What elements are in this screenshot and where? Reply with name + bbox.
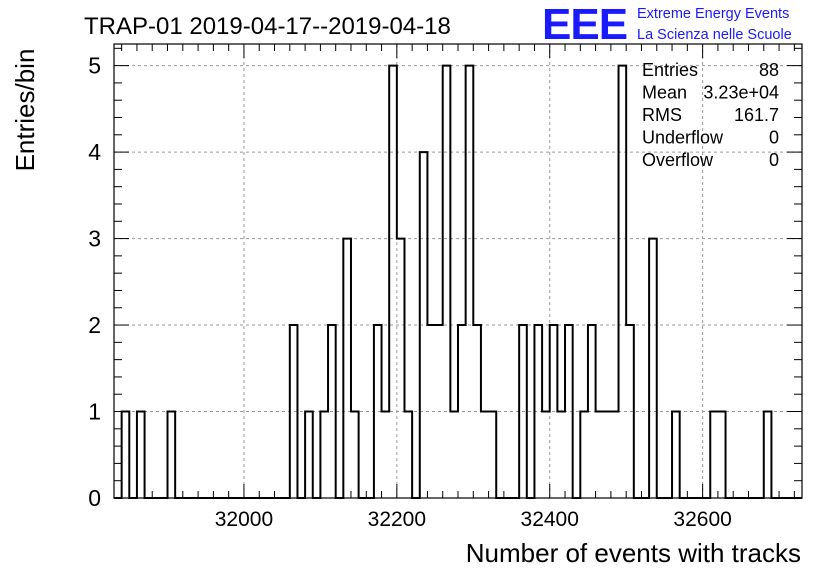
axis-ticks	[114, 44, 802, 499]
y-tick-label: 1	[88, 399, 101, 425]
stats-value: 161.7	[734, 105, 779, 125]
histogram-bin	[450, 412, 458, 498]
logo-line-2: La Scienza nelle Scuole	[637, 27, 792, 43]
histogram-bin	[343, 239, 351, 498]
y-tick-label: 2	[88, 312, 101, 338]
histogram-bin	[404, 412, 412, 498]
histogram-bin	[481, 412, 489, 498]
histogram-bin	[603, 412, 611, 498]
stats-label: Overflow	[642, 150, 714, 170]
stats-label: Mean	[642, 83, 687, 103]
histogram-bin	[557, 412, 565, 498]
grid-lines	[114, 44, 802, 498]
histogram-bin	[168, 412, 176, 498]
histogram-bin	[611, 412, 619, 498]
histogram-bin	[389, 66, 397, 498]
histogram-bin	[320, 412, 328, 498]
x-tick-label: 32200	[368, 508, 426, 531]
stats-label: RMS	[642, 105, 682, 125]
histogram-bin	[596, 412, 604, 498]
histogram-bin	[122, 412, 130, 498]
stats-box: Entries 88 Mean 3.23e+04 RMS 161.7 Underflow 0 O…	[642, 60, 779, 170]
stats-label: Entries	[642, 60, 698, 80]
histogram-bin	[305, 412, 313, 498]
stats-value: 0	[769, 128, 779, 148]
logo-line-1: Extreme Energy Events	[637, 6, 789, 22]
stats-value: 3.23e+04	[703, 83, 779, 103]
stats-label: Underflow	[642, 128, 724, 148]
histogram-bin	[710, 412, 718, 498]
x-tick-label: 32400	[521, 508, 579, 531]
eee-logo: EEE Extreme Energy Events La Scienza nel…	[542, 0, 792, 49]
histogram-bin	[466, 66, 474, 498]
histogram-bin	[619, 66, 627, 498]
y-axis-label: Entries/bin	[10, 49, 40, 172]
x-tick-label: 32600	[673, 508, 731, 531]
histogram-bin	[137, 412, 145, 498]
chart-title: TRAP-01 2019-04-17--2019-04-18	[84, 13, 451, 40]
histogram-bin	[764, 412, 772, 498]
stats-value: 0	[769, 150, 779, 170]
logo-mark: EEE	[542, 0, 627, 49]
histogram-bin	[489, 412, 497, 498]
histogram-bin	[351, 412, 359, 498]
histogram-bin	[718, 412, 726, 498]
stats-value: 88	[759, 60, 779, 80]
histogram-bin	[397, 239, 405, 498]
plot-frame	[113, 43, 803, 499]
histogram-bin	[443, 66, 451, 498]
y-tick-label: 5	[88, 53, 101, 79]
x-tick-label: 32000	[215, 508, 273, 531]
y-tick-label: 4	[88, 139, 101, 165]
histogram-bin	[580, 412, 588, 498]
histogram-bin	[542, 412, 550, 498]
histogram-bin	[672, 412, 680, 498]
x-axis-label: Number of events with tracks	[466, 538, 801, 568]
histogram-bin	[649, 239, 657, 498]
axis-tick-labels: 32000 32200 32400 32600 0 1 2 3 4 5	[88, 53, 732, 531]
histogram-bin	[382, 412, 390, 498]
y-tick-label: 0	[88, 485, 101, 511]
y-tick-label: 3	[88, 226, 101, 252]
